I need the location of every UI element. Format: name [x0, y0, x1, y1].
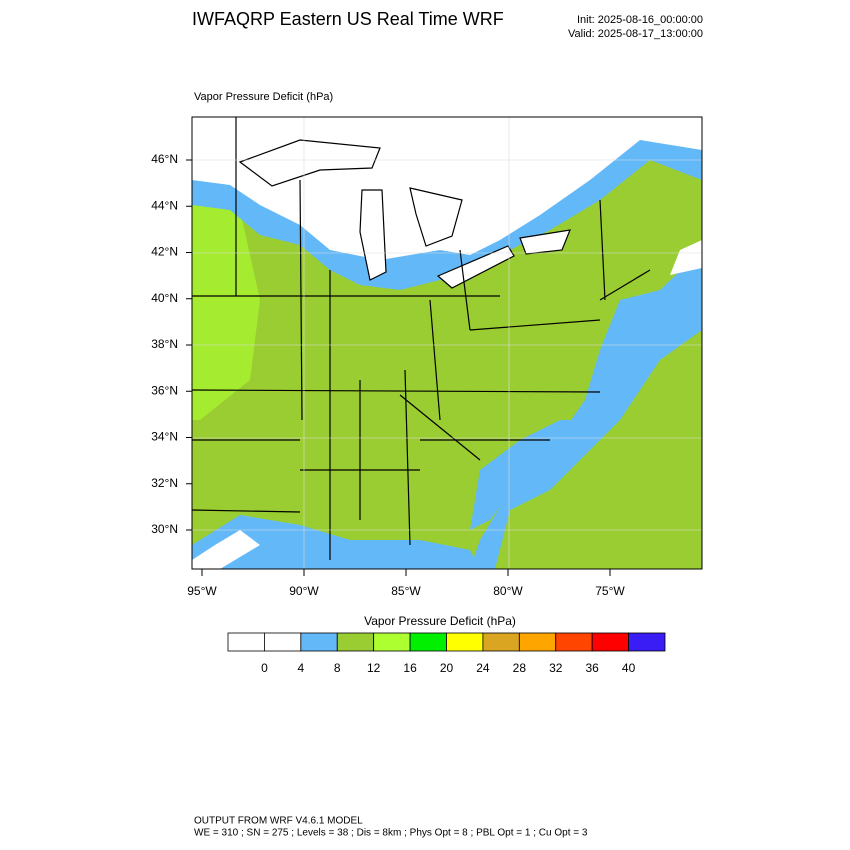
colorbar-label: 24 [476, 661, 490, 675]
title: IWFAQRP Eastern US Real Time WRF [192, 9, 504, 29]
valid-time: Valid: 2025-08-17_13:00:00 [568, 28, 703, 40]
colorbar-box [409, 632, 447, 652]
lat-label: 38°N [151, 337, 178, 351]
colorbar-box [482, 632, 520, 652]
lat-label: 40°N [151, 291, 178, 305]
se-coast [470, 420, 580, 530]
colorbar-label: 12 [367, 661, 381, 675]
colorbar-label: 4 [297, 661, 304, 675]
init-time: Init: 2025-08-16_00:00:00 [577, 14, 703, 26]
colorbar-label: 0 [261, 661, 268, 675]
colorbar-box [264, 632, 302, 652]
colorbar-box [628, 632, 666, 652]
borders [192, 117, 651, 560]
gulf [192, 515, 480, 569]
lat-labels: 46°N 44°N 42°N 40°N 38°N 36°N 34°N 32°N 30°N [151, 152, 192, 536]
footer-line: OUTPUT FROM WRF V4.6.1 MODEL [194, 816, 363, 827]
colorbar-title: Vapor Pressure Deficit (hPa) [364, 614, 516, 628]
colorbar-label: 28 [513, 661, 527, 675]
gulf-white [192, 530, 260, 569]
lake-michigan [359, 189, 387, 281]
colorbar-label: 36 [585, 661, 599, 675]
colorbar-box [446, 632, 484, 652]
colorbar: 0 4 8 12 16 20 24 28 32 36 40 [227, 632, 666, 675]
lon-label: 85°W [391, 584, 421, 598]
colorbar-label: 16 [403, 661, 417, 675]
colorbar-label: 40 [622, 661, 636, 675]
colorbar-box [300, 632, 338, 652]
lon-label: 80°W [493, 584, 523, 598]
lake-ontario [519, 229, 571, 255]
lon-label: 90°W [289, 584, 319, 598]
lat-label: 44°N [151, 198, 178, 212]
lon-label: 95°W [187, 584, 217, 598]
lat-label: 32°N [151, 476, 178, 490]
lat-label: 42°N [151, 245, 178, 259]
lat-label: 46°N [151, 152, 178, 166]
ocean-white [670, 240, 702, 275]
colorbar-label: 32 [549, 661, 563, 675]
dry-area [192, 195, 260, 420]
lat-label: 34°N [151, 430, 178, 444]
colorbar-box [227, 632, 265, 652]
colorbar-label: 20 [440, 661, 454, 675]
colorbar-box [591, 632, 629, 652]
footer-line: WE = 310 ; SN = 275 ; Levels = 38 ; Dis … [194, 828, 588, 839]
map-label: Vapor Pressure Deficit (hPa) [194, 91, 333, 103]
lake-superior [238, 139, 381, 187]
colorbar-box [373, 632, 411, 652]
lat-label: 30°N [151, 522, 178, 536]
colorbar-label: 8 [334, 661, 341, 675]
lake-erie [436, 245, 515, 289]
map [191, 116, 703, 570]
map-frame [191, 116, 703, 570]
colorbar-box [555, 632, 593, 652]
colorbar-box [336, 632, 375, 652]
lake-huron [409, 187, 463, 247]
graticule [192, 117, 702, 569]
lon-label: 75°W [595, 584, 625, 598]
lat-label: 36°N [151, 383, 178, 397]
lon-labels: 95°W 90°W 85°W 80°W 75°W [187, 569, 625, 598]
ocean [495, 330, 702, 569]
colorbar-box [518, 632, 557, 652]
